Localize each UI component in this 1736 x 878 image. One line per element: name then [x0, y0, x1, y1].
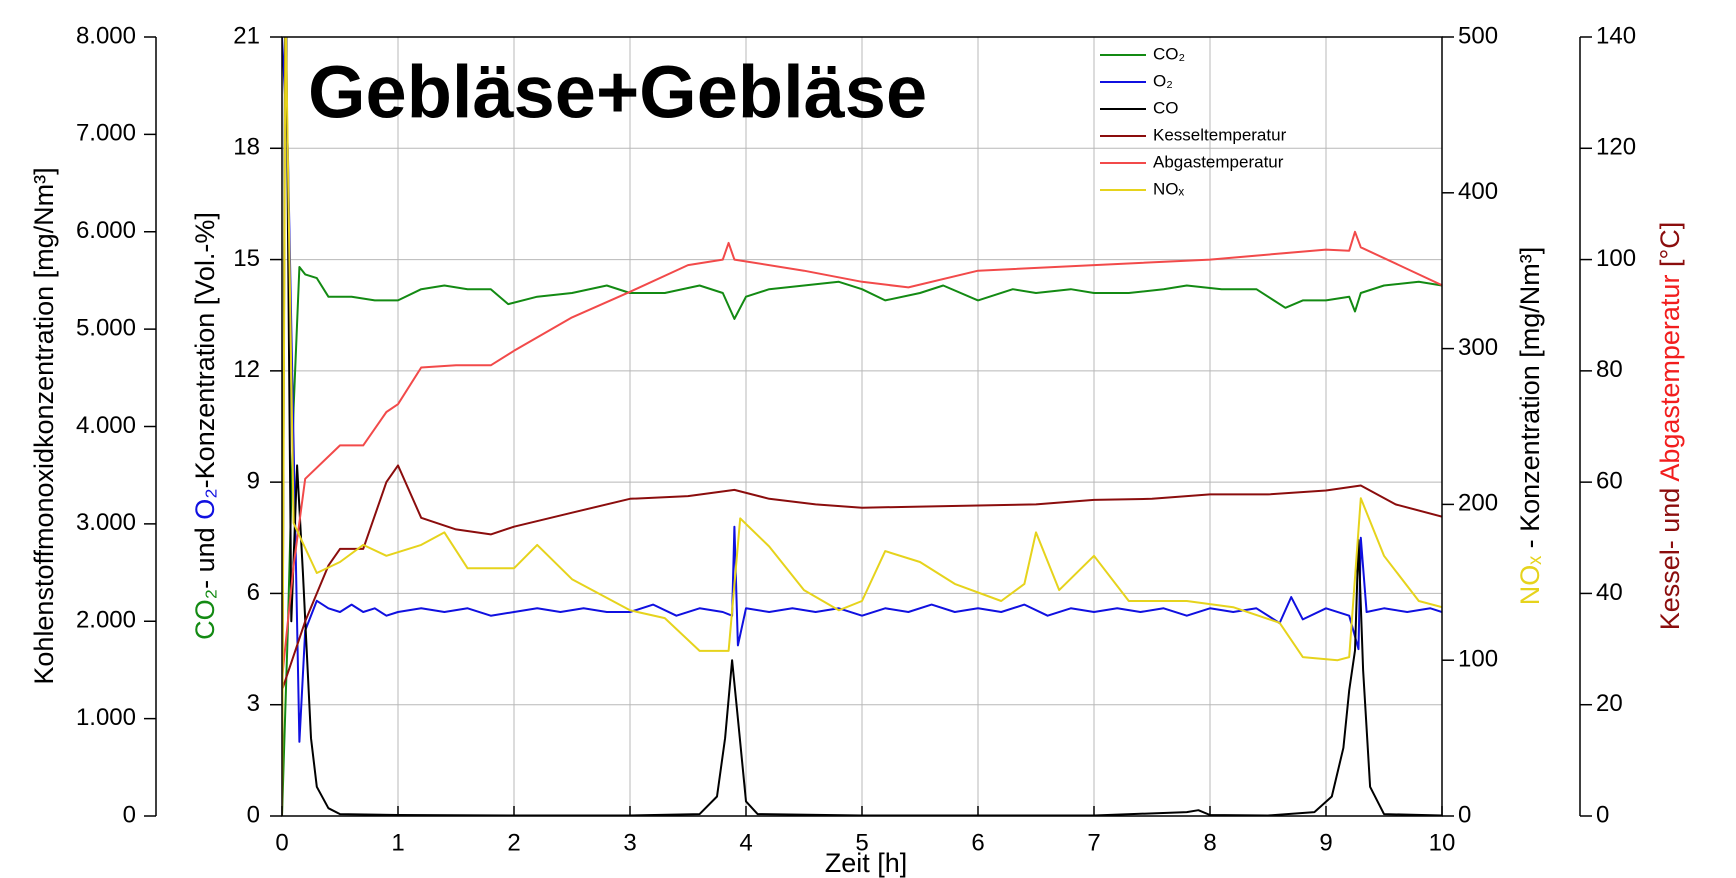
y2-tick-label: 1.000: [76, 704, 136, 731]
label-part: CO₂: [190, 589, 220, 640]
x-tick-label: 3: [623, 829, 636, 856]
legend-label: Abgastemperatur: [1153, 152, 1284, 171]
y-tick-label: 9: [247, 467, 260, 494]
y4-tick-label: 60: [1596, 467, 1623, 494]
y2-tick-label: 3.000: [76, 509, 136, 536]
x-tick-label: 9: [1319, 829, 1332, 856]
y4-tick-label: 80: [1596, 356, 1623, 383]
series-line: [282, 266, 1442, 816]
y2-tick-label: 2.000: [76, 607, 136, 634]
x-tick-label: 10: [1429, 829, 1456, 856]
y3-tick-label: 100: [1458, 646, 1498, 673]
label-part: - und: [190, 520, 220, 589]
x-tick-label: 8: [1203, 829, 1216, 856]
label-part: [°C]: [1655, 222, 1685, 275]
label-part: Kessel- und: [1655, 482, 1685, 631]
y-tick-label: 3: [247, 690, 260, 717]
y2-tick-label: 6.000: [76, 217, 136, 244]
co-axis-label: Kohlenstoffmonoxidkonzentration [mg/Nm³]: [29, 167, 59, 684]
legend-label: NOₓ: [1153, 179, 1185, 198]
legend-label: Kesseltemperatur: [1153, 125, 1287, 144]
x-tick-label: 1: [391, 829, 404, 856]
y3-tick-label: 300: [1458, 334, 1498, 361]
x-tick-label: 2: [507, 829, 520, 856]
nox-axis-label: NOₓ - Konzentration [mg/Nm³]: [1515, 247, 1545, 605]
series-line: [282, 37, 1442, 816]
label-part: Abgastemperatur: [1655, 275, 1685, 482]
y3-tick-label: 200: [1458, 490, 1498, 517]
label-part: O₂: [190, 488, 220, 519]
x-tick-label: 4: [739, 829, 752, 856]
y4-tick-label: 0: [1596, 801, 1609, 828]
y4-tick-label: 40: [1596, 579, 1623, 606]
y2-tick-label: 4.000: [76, 412, 136, 439]
series-line: [282, 464, 1442, 691]
y4-tick-label: 100: [1596, 245, 1636, 272]
x-tick-label: 7: [1087, 829, 1100, 856]
label-part: NOₓ: [1515, 556, 1545, 606]
temp-axis-label: Kessel- und Abgastemperatur [°C]: [1655, 222, 1685, 631]
label-part: - Konzentration [mg/Nm³]: [1515, 247, 1545, 556]
legend-label: CO: [1153, 98, 1179, 117]
x-axis-label: Zeit [h]: [825, 848, 908, 878]
x-tick-label: 0: [275, 829, 288, 856]
x-tick-label: 6: [971, 829, 984, 856]
y3-tick-label: 400: [1458, 178, 1498, 205]
y2-tick-label: 8.000: [76, 22, 136, 49]
y4-tick-label: 20: [1596, 690, 1623, 717]
y3-tick-label: 0: [1458, 801, 1471, 828]
label-part: -Konzentration [Vol.-%]: [190, 212, 220, 488]
y-tick-label: 15: [233, 245, 260, 272]
legend-label: CO₂: [1153, 44, 1185, 63]
y-tick-label: 6: [247, 579, 260, 606]
chart-title: Gebläse+Gebläse: [308, 51, 927, 134]
series-line: [282, 230, 1442, 680]
series-line: [282, 37, 1442, 816]
y2-tick-label: 5.000: [76, 314, 136, 341]
y-tick-label: 18: [233, 134, 260, 161]
y4-tick-label: 140: [1596, 22, 1636, 49]
y2-tick-label: 7.000: [76, 120, 136, 147]
series-line: [282, 37, 1442, 743]
lines: [282, 37, 1442, 816]
y-tick-label: 21: [233, 22, 260, 49]
y3-tick-label: 500: [1458, 22, 1498, 49]
y4-tick-label: 120: [1596, 134, 1636, 161]
grid: [282, 37, 1442, 816]
vol-axis-label: CO₂- und O₂-Konzentration [Vol.-%]: [190, 212, 220, 640]
y2-tick-label: 0: [123, 801, 136, 828]
legend-label: O₂: [1153, 71, 1173, 90]
x-tick-label: 5: [855, 829, 868, 856]
y-tick-label: 12: [233, 356, 260, 383]
y-tick-label: 0: [247, 801, 260, 828]
